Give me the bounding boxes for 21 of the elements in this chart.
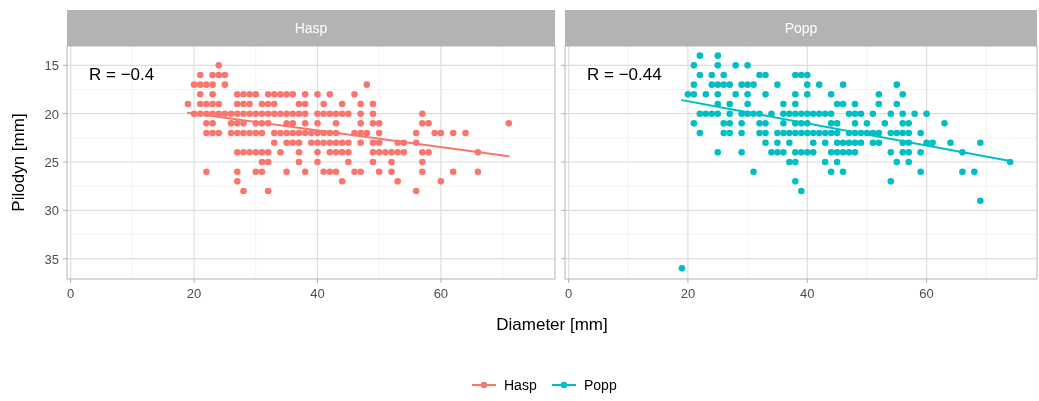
y-tick-label: 15 — [44, 58, 59, 74]
annotation: R = −0.4 — [89, 65, 155, 84]
y-tick-label: 25 — [44, 155, 59, 171]
x-tick-label: 60 — [433, 286, 449, 301]
annotation: R = −0.44 — [587, 65, 662, 84]
x-tick-label: 40 — [310, 286, 325, 301]
x-tick-label: 20 — [186, 286, 202, 301]
x-tick-label: 0 — [67, 286, 75, 301]
x-tick-label: 40 — [800, 286, 815, 301]
x-tick-label: 60 — [919, 286, 934, 301]
x-tick-label: 20 — [680, 286, 696, 301]
y-tick-label: 30 — [44, 203, 59, 219]
chart-title: Popp — [784, 20, 818, 36]
x-axis-title: Diameter [mm] — [496, 315, 608, 334]
y-axis-title: Pilodyn [mm] — [9, 113, 28, 212]
legend-label: Hasp — [504, 377, 537, 393]
x-tick-label: 0 — [564, 286, 573, 301]
chart-title: Hasp — [294, 20, 328, 36]
y-tick-label: 35 — [44, 251, 59, 267]
y-tick-label: 20 — [44, 106, 59, 122]
legend-label: Popp — [584, 377, 617, 393]
